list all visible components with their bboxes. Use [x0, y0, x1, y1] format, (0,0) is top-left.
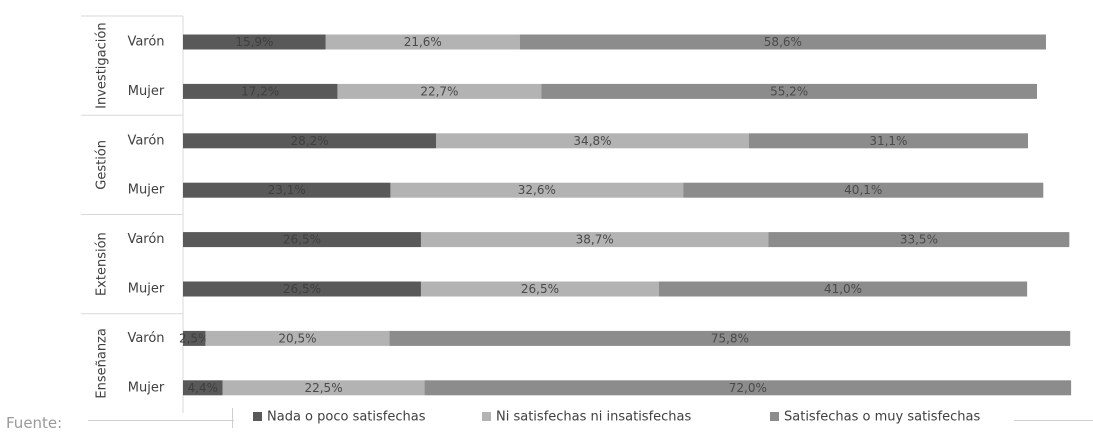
- bar-segment-3: [541, 83, 1037, 99]
- data-label: 26,5%: [283, 282, 321, 296]
- group-label: Investigación: [95, 22, 110, 108]
- bar-segment-2: [325, 34, 520, 50]
- row-label: Mujer: [128, 380, 165, 395]
- data-label: 58,6%: [764, 35, 802, 49]
- data-label: 33,5%: [900, 233, 938, 247]
- row-label: Mujer: [128, 84, 165, 99]
- bar-segment-1: [183, 380, 223, 396]
- bar-segment-3: [658, 281, 1028, 297]
- source-divider-right: [1014, 420, 1093, 421]
- legend-label: Ni satisfechas ni insatisfechas: [496, 410, 692, 425]
- bar-segment-3: [768, 232, 1070, 248]
- data-label: 32,6%: [518, 183, 556, 197]
- bar-segment-2: [436, 133, 749, 149]
- data-label: 38,7%: [576, 233, 614, 247]
- data-label: 40,1%: [844, 183, 882, 197]
- row-label: Mujer: [128, 282, 165, 297]
- bar-segment-3: [519, 34, 1046, 50]
- data-label: 21,6%: [404, 35, 442, 49]
- row-label: Varón: [127, 331, 164, 346]
- bar-segment-2: [420, 281, 659, 297]
- data-label: 20,5%: [278, 331, 316, 345]
- bar-segment-2: [222, 380, 425, 396]
- bar-segment-2: [390, 182, 684, 198]
- data-label: 41,0%: [824, 282, 862, 296]
- bar-segment-3: [389, 330, 1071, 346]
- bar-segment-2: [205, 330, 390, 346]
- data-label: 4,4%: [188, 381, 219, 395]
- source-note: Fuente:: [6, 414, 63, 432]
- group-label: Extensión: [95, 232, 110, 296]
- data-label: 2,5%: [179, 331, 210, 345]
- data-label: 28,2%: [291, 134, 329, 148]
- data-label: 17,2%: [241, 84, 279, 98]
- bar-segment-2: [420, 232, 769, 248]
- data-label: 22,5%: [304, 381, 342, 395]
- data-label: 55,2%: [770, 84, 808, 98]
- bar-segment-1: [183, 133, 437, 149]
- bar-segment-1: [183, 281, 421, 297]
- bar-segment-1: [183, 83, 338, 99]
- bar-segment-3: [683, 182, 1044, 198]
- bar-segment-1: [183, 182, 391, 198]
- row-label: Varón: [127, 232, 164, 247]
- data-label: 23,1%: [268, 183, 306, 197]
- data-label: 72,0%: [729, 381, 767, 395]
- data-label: 31,1%: [869, 134, 907, 148]
- data-label: 15,9%: [235, 35, 273, 49]
- data-label: 26,5%: [521, 282, 559, 296]
- legend-swatch: [770, 412, 779, 421]
- legend-label: Nada o poco satisfechas: [267, 410, 426, 425]
- group-label: Gestión: [95, 140, 110, 190]
- legend-label: Satisfechas o muy satisfechas: [784, 410, 980, 425]
- data-label: 75,8%: [711, 331, 749, 345]
- data-label: 34,8%: [573, 134, 611, 148]
- data-label: 22,7%: [420, 84, 458, 98]
- legend-swatch: [482, 412, 491, 421]
- data-label: 26,5%: [283, 233, 321, 247]
- source-divider: [88, 420, 234, 421]
- bar-segment-1: [183, 232, 421, 248]
- legend-swatch: [253, 412, 262, 421]
- bar-segment-2: [337, 83, 542, 99]
- source-divider-tick: [232, 408, 233, 428]
- bar-segment-1: [183, 330, 206, 346]
- bar-segment-3: [424, 380, 1072, 396]
- bar-segment-3: [748, 133, 1029, 149]
- bar-segment-1: [183, 34, 326, 50]
- group-label: Enseñanza: [95, 328, 110, 398]
- row-label: Mujer: [128, 183, 165, 198]
- row-label: Varón: [127, 35, 164, 50]
- row-label: Varón: [127, 133, 164, 148]
